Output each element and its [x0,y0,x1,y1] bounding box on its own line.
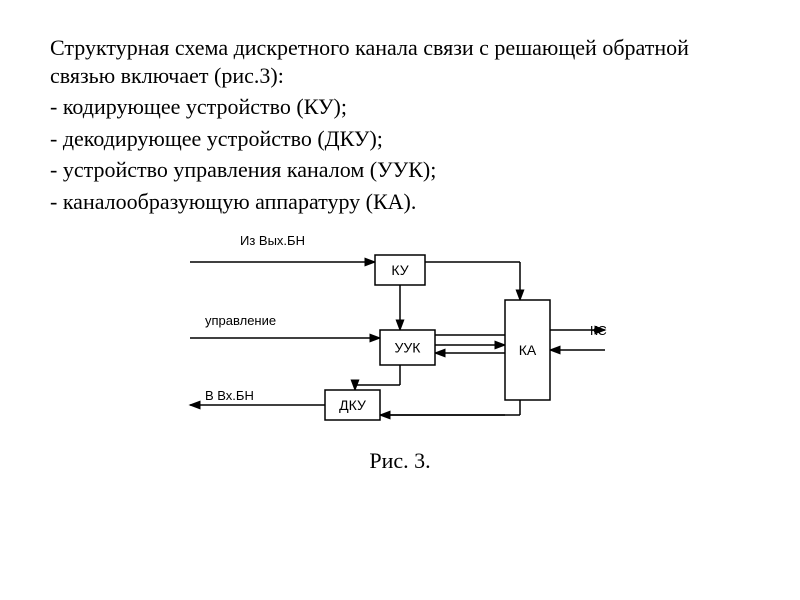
intro-text: Структурная схема дискретного канала свя… [50,34,750,89]
list-item: - кодирующее устройство (КУ); [50,93,750,121]
svg-text:Из Вых.БН: Из Вых.БН [240,233,305,248]
svg-text:управление: управление [205,313,276,328]
svg-text:КУ: КУ [391,262,408,278]
svg-text:КС: КС [590,323,607,338]
list-item: - устройство управления каналом (УУК); [50,156,750,184]
svg-text:КА: КА [519,342,537,358]
svg-text:В Вх.БН: В Вх.БН [205,388,254,403]
svg-text:УУК: УУК [395,340,422,356]
flowchart-diagram: КУ УУК ДКУ КА Из Вых.БН управление В Вх.БН КС [150,225,650,435]
description: Структурная схема дискретного канала свя… [50,34,750,215]
svg-text:ДКУ: ДКУ [339,397,366,413]
list-item: - декодирующее устройство (ДКУ); [50,125,750,153]
figure-caption: Рис. 3. [50,448,750,474]
diagram-container: КУ УУК ДКУ КА Из Вых.БН управление В Вх.БН КС Р… [50,225,750,474]
list-item: - каналообразующую аппаратуру (КА). [50,188,750,216]
